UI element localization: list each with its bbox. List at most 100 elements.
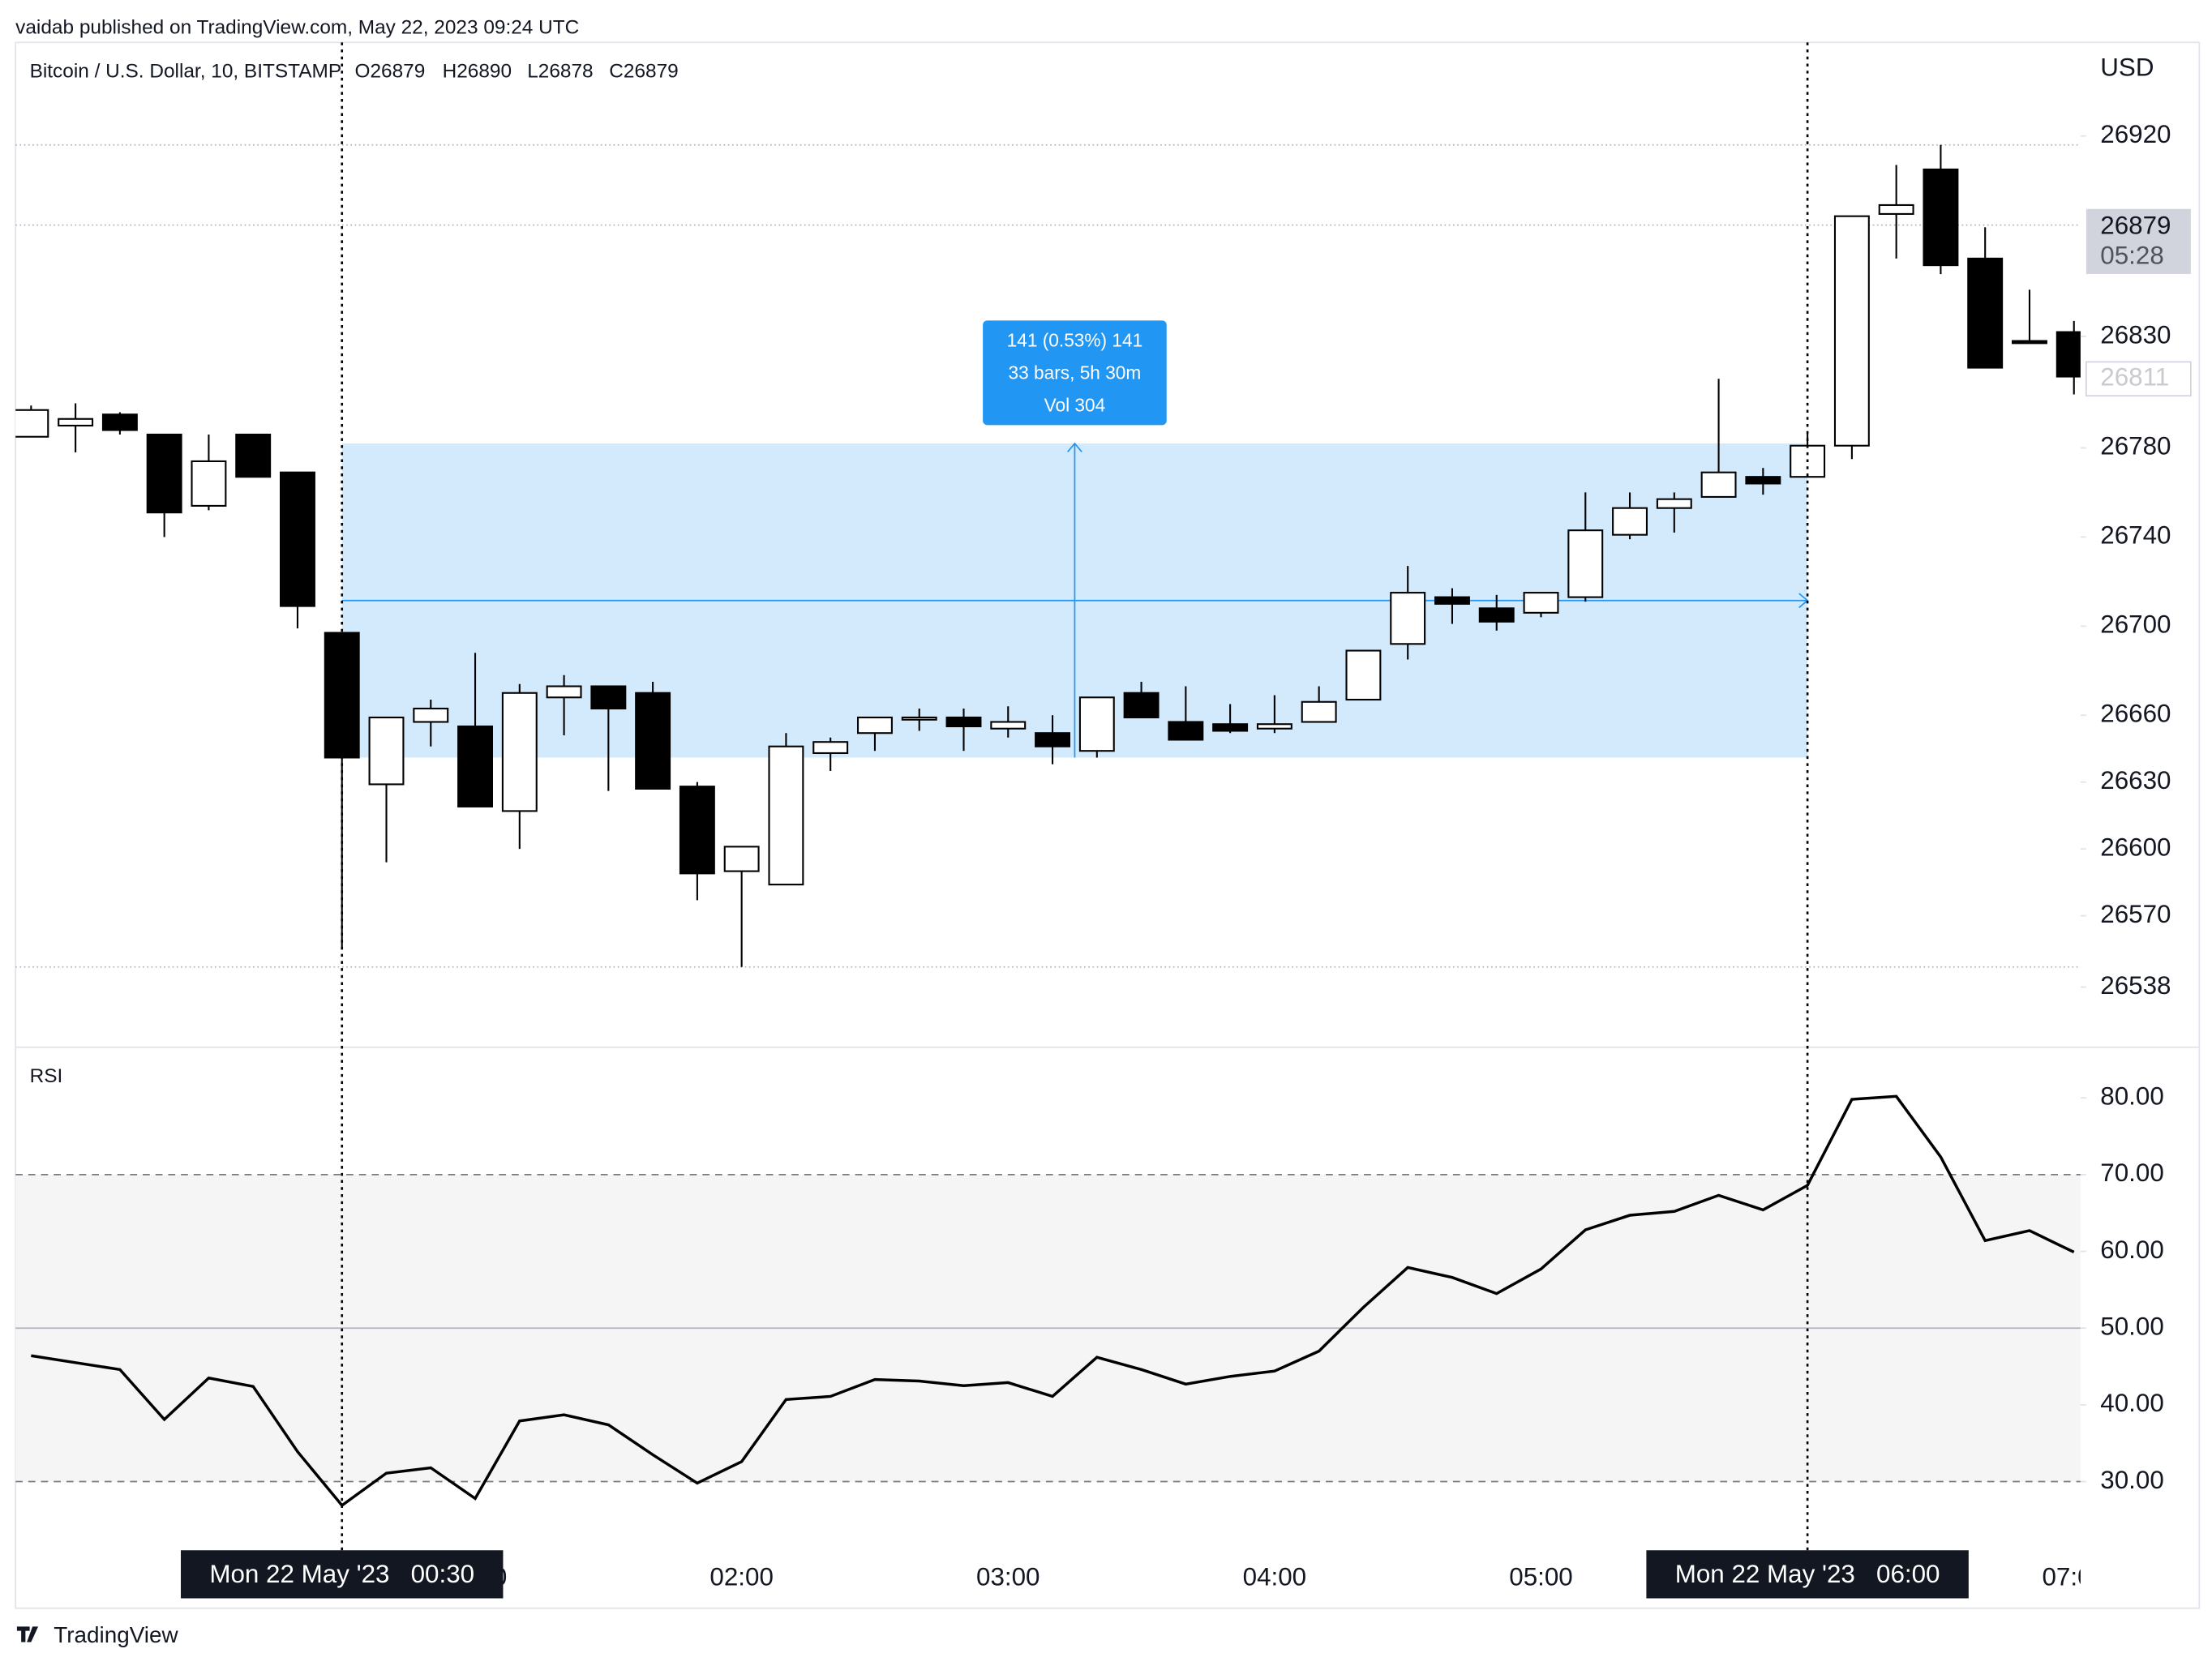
rsi-tick-label: 50.00	[2100, 1312, 2163, 1340]
candle-body	[2011, 340, 2047, 345]
candle-body	[945, 716, 982, 728]
rsi-title: RSI	[30, 1065, 63, 1087]
price-pane: 141 (0.53%) 141 33 bars, 5h 30m Vol 304	[15, 143, 2081, 968]
measure-label: Vol 304	[1044, 395, 1106, 416]
published-note: vaidab published on TradingView.com, May…	[15, 16, 579, 38]
measure-arrow-up	[1067, 442, 1082, 452]
candle-body	[101, 413, 138, 431]
y-tick-label: 26700	[2100, 610, 2171, 639]
crosshair-label: Mon 22 May '23 06:00	[1675, 1560, 1940, 1588]
candle-body	[1345, 649, 1382, 701]
rsi-tick-label: 40.00	[2100, 1389, 2163, 1417]
crosshair-label-box	[1646, 1550, 1969, 1599]
candle-body	[235, 433, 272, 478]
rsi-tick-label: 30.00	[2100, 1466, 2163, 1494]
ohlc-close: C26879	[609, 60, 678, 82]
crosshair-label-box	[181, 1550, 504, 1599]
candle-body	[15, 409, 49, 438]
y-tick-label: 26920	[2100, 120, 2171, 148]
candle-body	[768, 745, 804, 886]
x-tick-label: 02:00	[709, 1562, 773, 1591]
candle-body	[1478, 607, 1515, 623]
candle-body	[368, 716, 405, 786]
candle-body	[1078, 696, 1115, 752]
y-tick-label: 26600	[2100, 833, 2171, 861]
y-tick-label: 26740	[2100, 521, 2171, 550]
current-price-box	[2086, 208, 2191, 274]
marker-price-box	[2085, 361, 2192, 397]
y-tick-label: 26660	[2100, 700, 2171, 728]
y-tick-label: 26538	[2100, 971, 2171, 1000]
candle-body	[901, 716, 937, 721]
candle-body	[1656, 498, 1692, 509]
candle-body	[1967, 257, 2004, 369]
rsi-tick-label: 60.00	[2100, 1236, 2163, 1264]
candle-body	[679, 786, 715, 875]
measure-label-box	[983, 320, 1167, 426]
candle-body	[546, 685, 582, 699]
candle-body	[856, 716, 893, 734]
candle-body	[1212, 723, 1249, 732]
candle-body	[191, 460, 227, 507]
currency-label: USD	[2100, 54, 2154, 82]
candle-body	[635, 692, 671, 790]
measure-label: 141 (0.53%) 141	[1007, 329, 1143, 350]
candle-body	[1123, 692, 1160, 719]
current-price-label: 26879	[2100, 212, 2171, 240]
candle-body	[1923, 168, 1959, 267]
rsi-line	[31, 1094, 2075, 1508]
ohlc-high: H26890	[443, 60, 512, 82]
x-tick-label: 05:00	[1509, 1562, 1572, 1591]
measure-arrow-right	[1798, 593, 1809, 609]
y-tick-label: 26780	[2100, 432, 2171, 460]
candle-body	[58, 418, 94, 427]
candle-body	[1390, 592, 1426, 645]
chart-frame	[15, 41, 2201, 1609]
ohlc-open: O26879	[355, 60, 426, 82]
x-tick-label: 03:00	[976, 1562, 1040, 1591]
candle-body	[2056, 331, 2081, 378]
ohlc-low: L26878	[527, 60, 593, 82]
measure-label: 33 bars, 5h 30m	[1009, 362, 1142, 383]
candle-body	[146, 433, 182, 514]
candle-body	[812, 741, 849, 755]
candle-body	[1567, 529, 1604, 598]
symbol-legend: Bitcoin / U.S. Dollar, 10, BITSTAMP	[30, 60, 342, 82]
candle-body	[280, 471, 315, 607]
candle-body	[413, 707, 449, 723]
rsi-tick-label: 70.00	[2100, 1158, 2163, 1187]
x-tick-label: 04:00	[1243, 1562, 1306, 1591]
x-tick-label: 07:00	[2042, 1562, 2105, 1591]
y-tick-label: 26830	[2100, 320, 2171, 349]
marker-price-label: 26811	[2100, 363, 2169, 392]
candle-body	[1612, 507, 1648, 536]
crosshair-label: Mon 22 May '23 00:30	[209, 1560, 474, 1588]
candle-body	[1256, 723, 1292, 730]
brand-logo	[16, 1626, 39, 1642]
rsi-pane	[15, 1094, 2081, 1508]
candle-body	[1434, 596, 1470, 605]
rsi-tick-label: 80.00	[2100, 1081, 2163, 1110]
overlay: Mon 22 May '23 00:30 Mon 22 May '23 06:00	[181, 42, 1969, 1599]
y-tick-label: 26630	[2100, 766, 2171, 794]
countdown-label: 05:28	[2100, 241, 2163, 269]
candle-body	[590, 685, 627, 710]
candle-body	[723, 846, 760, 872]
brand: TradingView	[16, 1622, 179, 1647]
candle-body	[1745, 476, 1781, 485]
candle-body	[1301, 700, 1337, 723]
candle-body	[1833, 215, 1870, 447]
brand-name: TradingView	[54, 1622, 178, 1647]
candle-body	[1700, 471, 1737, 498]
candle-body	[457, 725, 494, 807]
candle-body	[1523, 592, 1559, 614]
y-tick-label: 26570	[2100, 900, 2171, 928]
candle-body	[1035, 732, 1071, 747]
candle-body	[1168, 721, 1204, 741]
candle-body	[1878, 203, 1914, 215]
candle-body	[990, 721, 1027, 730]
candle-body	[501, 692, 538, 812]
